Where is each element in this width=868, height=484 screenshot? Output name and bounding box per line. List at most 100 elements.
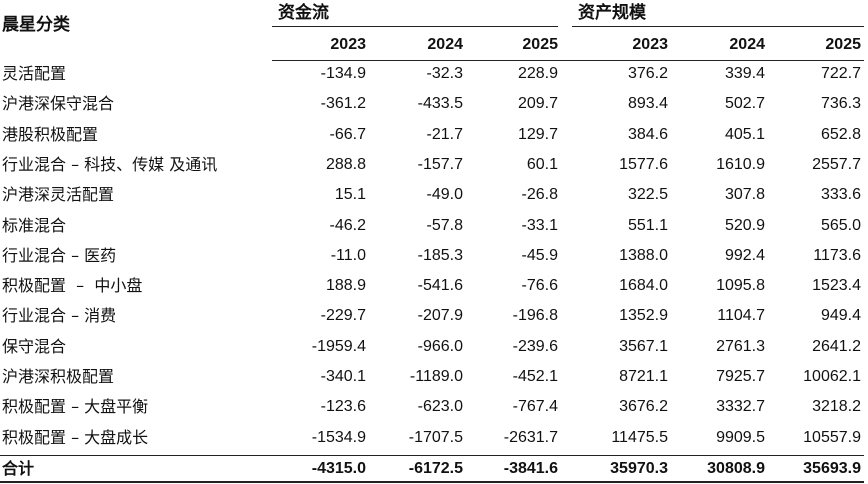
row-label: 沪港深灵活配置 bbox=[2, 185, 115, 205]
cell: 60.1 bbox=[526, 155, 558, 173]
cell: -239.6 bbox=[512, 337, 558, 355]
row-label: 积极配置 – 大盘成长 bbox=[2, 427, 149, 447]
year-header: 2025 bbox=[825, 36, 861, 53]
cell: 502.7 bbox=[724, 95, 765, 113]
cell: -33.1 bbox=[521, 216, 558, 234]
cell: -433.5 bbox=[417, 95, 463, 113]
cell: 3676.2 bbox=[619, 398, 668, 416]
total-cell: 30808.9 bbox=[707, 460, 765, 477]
cell: 949.4 bbox=[820, 307, 861, 325]
cell: -1707.5 bbox=[408, 428, 463, 446]
cell: -123.6 bbox=[320, 398, 366, 416]
cell: 7925.7 bbox=[716, 368, 765, 385]
cell: -134.9 bbox=[320, 65, 366, 82]
row-label: 灵活配置 bbox=[2, 64, 67, 83]
total-cell: -3841.6 bbox=[503, 460, 558, 477]
cell: -623.0 bbox=[417, 398, 463, 416]
cell: 405.1 bbox=[724, 125, 765, 143]
cell: 736.3 bbox=[820, 95, 861, 113]
group-header: 资产规模 bbox=[578, 3, 646, 23]
cell: -21.7 bbox=[426, 125, 463, 143]
cell: 228.9 bbox=[517, 65, 558, 82]
row-label: 港股积极配置 bbox=[2, 124, 99, 144]
row-label: 保守混合 bbox=[2, 336, 67, 356]
row-label: 标准混合 bbox=[2, 215, 67, 235]
cell: -966.0 bbox=[417, 337, 463, 355]
cell: -26.8 bbox=[521, 186, 558, 204]
cell: 11475.5 bbox=[611, 428, 668, 446]
cell: 2761.3 bbox=[716, 337, 765, 355]
cell: 10062.1 bbox=[803, 368, 861, 385]
cell: -49.0 bbox=[426, 186, 463, 204]
cell: 2641.2 bbox=[812, 337, 861, 355]
cell: 3332.7 bbox=[716, 398, 765, 416]
cell: 1095.8 bbox=[716, 277, 765, 295]
cell: 288.8 bbox=[325, 155, 366, 173]
cell: -46.2 bbox=[329, 216, 366, 234]
cell: 129.7 bbox=[517, 125, 558, 143]
row-label: 积极配置 – 大盘平衡 bbox=[2, 397, 149, 417]
row-label: 沪港深保守混合 bbox=[2, 94, 115, 114]
cell: 209.7 bbox=[517, 95, 558, 113]
cell: -452.1 bbox=[512, 368, 558, 385]
rule bbox=[572, 26, 864, 27]
cell: 15.1 bbox=[334, 186, 366, 204]
total-label: 合计 bbox=[2, 459, 35, 478]
cell: -541.6 bbox=[417, 277, 463, 295]
cell: 722.7 bbox=[820, 65, 861, 82]
rule bbox=[0, 481, 864, 483]
cell: 652.8 bbox=[820, 125, 861, 143]
cell: -76.6 bbox=[521, 277, 558, 295]
year-header: 2023 bbox=[632, 36, 668, 53]
cell: 384.6 bbox=[627, 125, 668, 143]
row-label: 行业混合 – 科技、传媒 及通讯 bbox=[2, 154, 218, 174]
cell: -185.3 bbox=[417, 246, 463, 264]
cell: -2631.7 bbox=[503, 428, 558, 446]
cell: -57.8 bbox=[426, 216, 463, 234]
row-label: 沪港深积极配置 bbox=[2, 367, 115, 386]
cell: 2557.7 bbox=[812, 155, 861, 173]
cell: 1104.7 bbox=[717, 307, 765, 325]
cell: -1959.4 bbox=[311, 337, 366, 355]
cell: -207.9 bbox=[417, 307, 463, 325]
row-label: 行业混合 – 医药 bbox=[2, 245, 117, 265]
cell: 1523.4 bbox=[812, 277, 861, 295]
cell: 992.4 bbox=[724, 246, 765, 264]
row-label: 积极配置 – 中小盘 bbox=[2, 276, 143, 296]
cell: -196.8 bbox=[512, 307, 558, 325]
year-header: 2023 bbox=[330, 36, 366, 53]
cell: -1189.0 bbox=[409, 368, 463, 385]
cell: -767.4 bbox=[512, 398, 558, 416]
cell: 1388.0 bbox=[619, 246, 668, 264]
cell: 339.4 bbox=[724, 65, 765, 82]
cell: -229.7 bbox=[320, 307, 366, 325]
cell: 1610.9 bbox=[716, 155, 765, 173]
cell: 307.8 bbox=[724, 186, 765, 204]
cell: 520.9 bbox=[724, 216, 765, 234]
cell: 565.0 bbox=[820, 216, 861, 234]
cell: 893.4 bbox=[627, 95, 668, 113]
rule bbox=[0, 455, 864, 456]
cell: 1173.6 bbox=[813, 246, 861, 264]
cell: 1577.6 bbox=[619, 155, 668, 173]
row-label: 行业混合 – 消费 bbox=[2, 306, 117, 326]
cell: 1352.9 bbox=[619, 307, 668, 325]
year-header: 2024 bbox=[427, 36, 463, 53]
cell: 188.9 bbox=[325, 277, 366, 295]
total-cell: 35970.3 bbox=[610, 460, 668, 477]
year-header: 2025 bbox=[522, 36, 558, 53]
cell: 376.2 bbox=[627, 65, 668, 82]
cell: -66.7 bbox=[329, 125, 366, 143]
cell: -1534.9 bbox=[311, 428, 366, 446]
cell: 10557.9 bbox=[803, 428, 861, 446]
cell: 322.5 bbox=[627, 186, 668, 204]
total-cell: -4315.0 bbox=[311, 460, 366, 477]
cell: 3218.2 bbox=[812, 398, 861, 416]
cell: 1684.0 bbox=[619, 277, 668, 295]
group-header: 资金流 bbox=[278, 3, 329, 23]
total-cell: -6172.5 bbox=[408, 460, 463, 477]
category-header: 晨星分类 bbox=[2, 15, 70, 35]
cell: -340.1 bbox=[320, 368, 366, 385]
cell: 333.6 bbox=[820, 186, 861, 204]
